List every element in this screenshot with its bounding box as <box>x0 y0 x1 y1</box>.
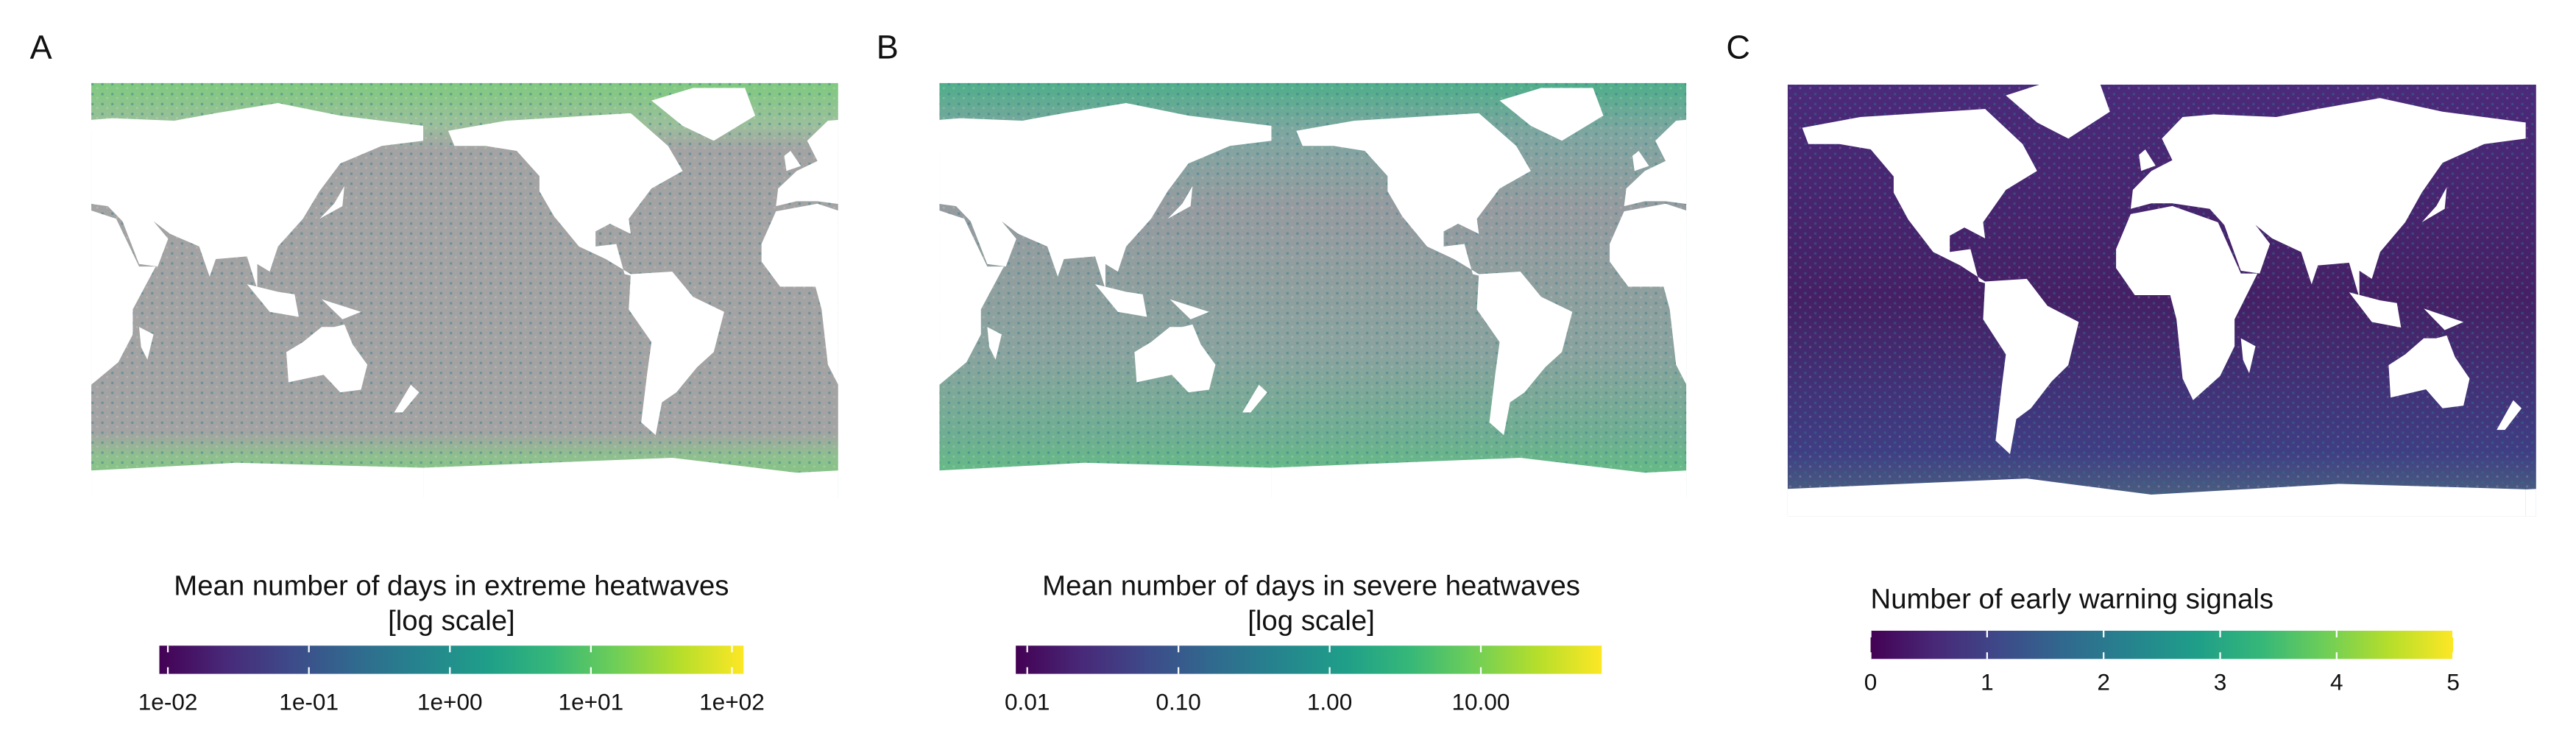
land <box>2116 205 2258 400</box>
panel-label: C <box>1726 29 1750 66</box>
land <box>322 299 361 319</box>
tick-label: 3 <box>2214 668 2227 695</box>
tick-label: 0.10 <box>1156 689 1200 715</box>
tick-label: 5 <box>2446 668 2460 695</box>
panel: C Number of early warning signals 0 1 2 3 4 5 <box>1726 29 2576 695</box>
tick-label: 1e-01 <box>279 689 339 715</box>
land <box>286 324 368 393</box>
legend-title: Number of early warning signals <box>1871 583 2274 615</box>
map <box>0 82 1749 498</box>
land <box>1748 400 1773 430</box>
land <box>1983 278 2079 455</box>
land <box>987 327 1002 360</box>
tick-label: 1e+00 <box>417 689 483 715</box>
land <box>2497 400 2522 431</box>
land <box>1499 88 1604 141</box>
land <box>939 210 1004 385</box>
panel: A Mean number of days in extreme heatwave… <box>0 29 901 715</box>
colorbar <box>159 645 744 674</box>
tick-label: 0 <box>1864 668 1878 695</box>
tick-label: 2 <box>2097 668 2110 695</box>
land <box>2139 149 2156 171</box>
land <box>0 113 37 277</box>
land <box>784 150 802 171</box>
land <box>247 284 299 317</box>
land <box>2240 338 2256 374</box>
land <box>1167 185 1193 219</box>
land <box>138 327 154 360</box>
land <box>91 210 156 385</box>
land <box>1242 384 1267 413</box>
land <box>0 272 79 435</box>
land <box>2525 489 2536 517</box>
tick-label: 1e-02 <box>138 689 198 715</box>
tick-label: 4 <box>2330 668 2343 695</box>
tick-label: 1e+01 <box>559 689 624 715</box>
land <box>2349 292 2402 328</box>
land <box>886 327 901 359</box>
land <box>776 119 838 207</box>
panel-label: A <box>30 29 52 66</box>
land <box>38 151 54 171</box>
land <box>1134 324 1216 393</box>
land <box>2388 335 2470 408</box>
colorbar <box>1870 630 2454 659</box>
land <box>1476 271 1573 436</box>
land <box>91 462 424 498</box>
land <box>2421 187 2447 222</box>
land <box>1271 457 1687 498</box>
land <box>761 203 838 385</box>
land <box>2006 85 2110 139</box>
land <box>1610 203 1687 385</box>
land <box>1632 150 1649 171</box>
land <box>2424 308 2464 330</box>
land <box>394 384 420 413</box>
land <box>1734 327 1749 359</box>
land <box>423 457 838 498</box>
land <box>939 103 1272 289</box>
land <box>2551 109 2576 284</box>
land <box>651 88 756 141</box>
tick-label: 1 <box>1981 668 1994 695</box>
legend-title: [log scale] <box>388 605 515 637</box>
land <box>1170 299 1209 319</box>
panel-label: B <box>877 29 899 66</box>
legend-title: [log scale] <box>1248 605 1375 637</box>
panel: B Mean number of days in severe heatwaves… <box>0 29 1749 715</box>
land <box>319 185 344 219</box>
tick-label: 10.00 <box>1452 689 1510 715</box>
colorbar <box>1016 645 1602 674</box>
tick-label: 0.01 <box>1005 689 1050 715</box>
tick-label: 1e+02 <box>699 689 765 715</box>
map <box>0 82 901 498</box>
land <box>1094 284 1147 317</box>
land <box>1787 478 2526 517</box>
map <box>1748 85 2576 517</box>
land <box>629 271 724 436</box>
land <box>2130 98 2526 298</box>
land <box>939 462 1272 498</box>
land <box>0 88 8 141</box>
legend-title: Mean number of days in extreme heatwaves <box>174 570 729 601</box>
land <box>1296 113 1531 277</box>
land <box>447 113 683 277</box>
land <box>885 151 902 171</box>
land <box>1802 108 2037 285</box>
land <box>1624 119 1687 207</box>
legend-title: Mean number of days in severe heatwaves <box>1042 570 1580 601</box>
tick-label: 1.00 <box>1307 689 1352 715</box>
land <box>91 103 424 289</box>
